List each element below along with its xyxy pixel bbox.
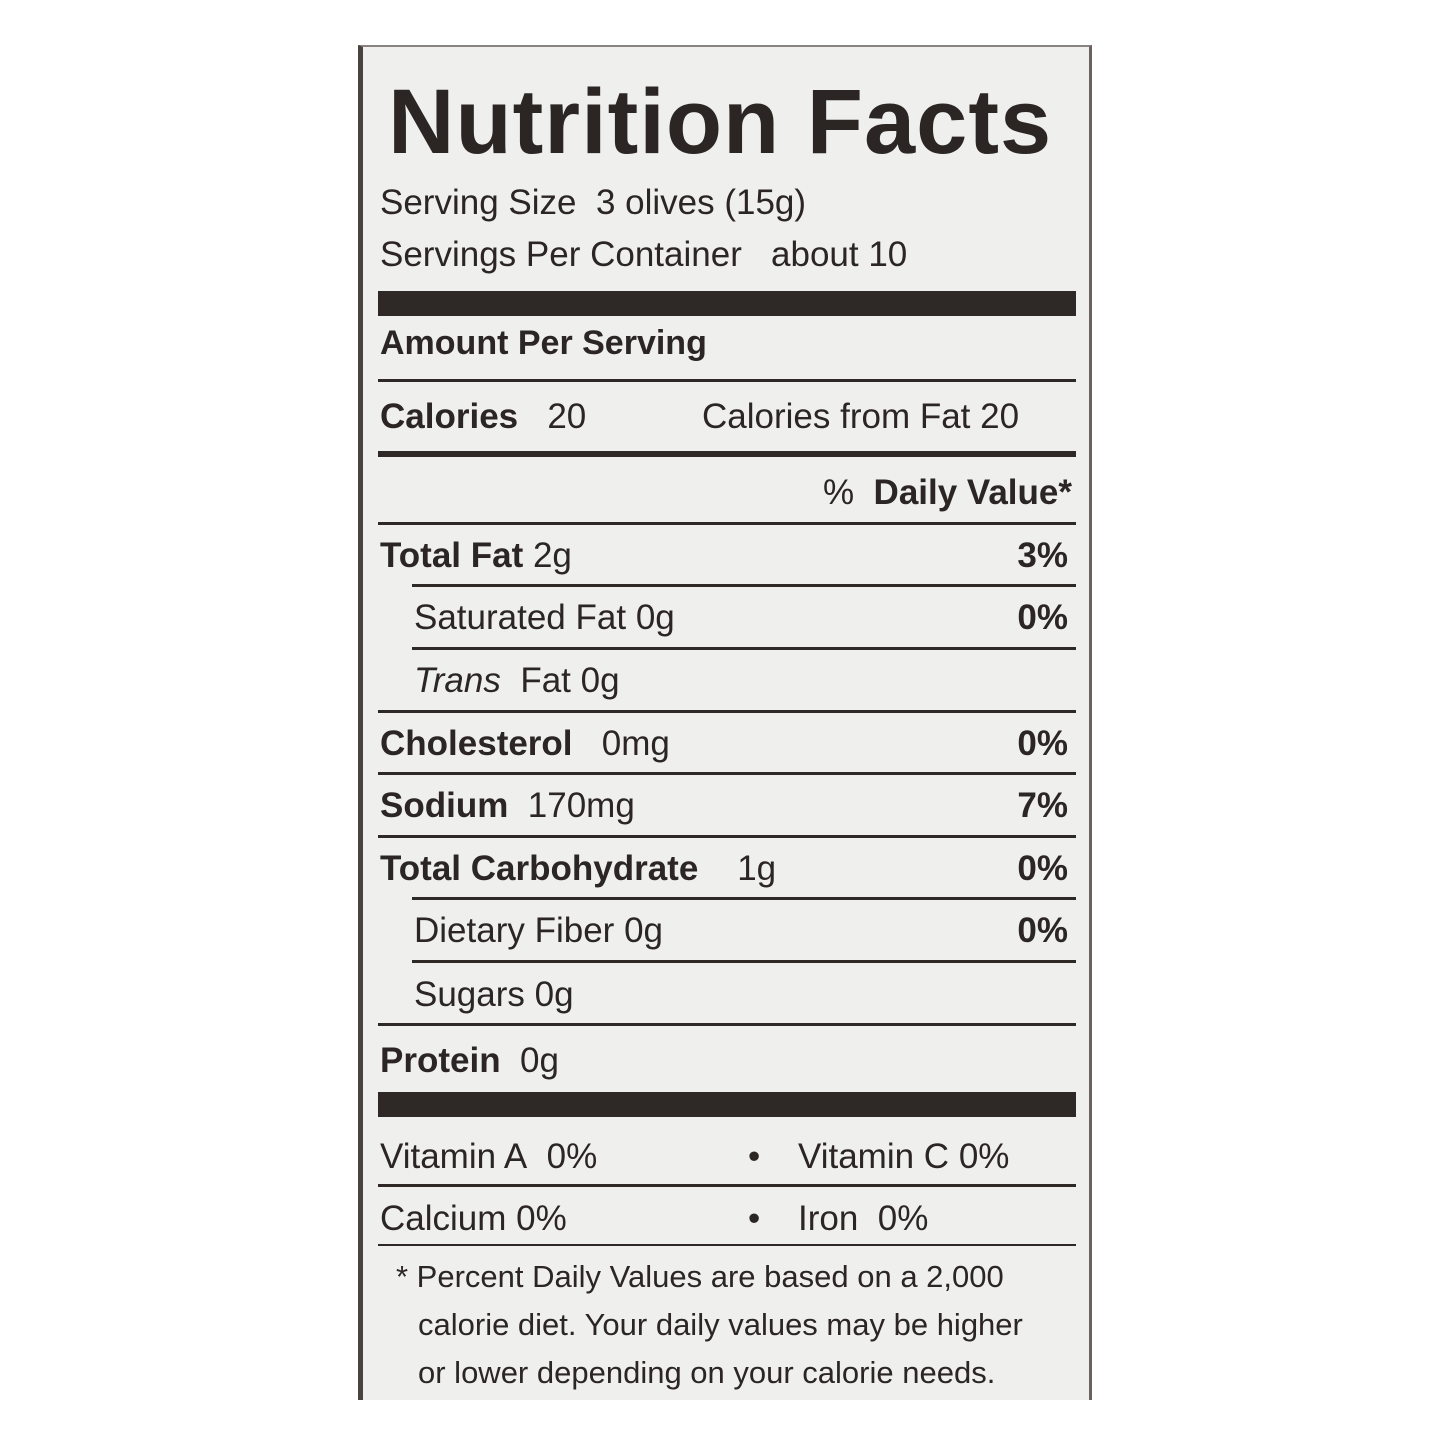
divider [378,1184,1076,1187]
serving-size-label: Serving Size [380,183,577,222]
divider [378,379,1076,382]
nutrient-amount: 0g [635,598,675,637]
nutrient-label: Sodium [380,786,509,825]
calories-row: Calories 20 [380,399,586,434]
servings-label: Servings Per Container [380,235,742,274]
nutrient-label: Protein [380,1041,501,1080]
servings-value: about 10 [771,235,908,274]
label-title: Nutrition Facts [388,71,1053,173]
vitamin-c: Vitamin C 0% [798,1139,1009,1174]
vitamin-value: 0% [877,1199,929,1238]
nutrient-amount: 0g [534,975,574,1014]
nutrient-dv: 3% [1017,536,1068,575]
footnote-line: calorie diet. Your daily values may be h… [418,1307,1023,1342]
divider [378,522,1076,525]
calcium: Calcium 0% [380,1201,567,1236]
nutrient-row-cholesterol: Cholesterol 0mg [380,726,670,761]
nutrient-amount: 170mg [527,786,635,825]
daily-value-header: % Daily Value* [823,475,1072,510]
nutrient-dv: 0% [1017,911,1068,950]
divider [378,1092,1076,1117]
divider [412,960,1076,963]
vitamin-value: 0% [546,1137,598,1176]
calories-label: Calories [380,397,519,436]
nutrient-dv: 0% [1017,724,1068,763]
footnote-line: * Percent Daily Values are based on a 2,… [396,1259,1004,1294]
nutrient-label: Total Carbohydrate [380,849,699,888]
nutrient-label: Total Fat [380,536,524,575]
divider [378,835,1076,838]
bullet: • [748,1199,761,1238]
divider [412,897,1076,900]
nutrient-dv: 0% [1017,598,1068,637]
nutrient-label: Cholesterol [380,724,573,763]
nutrient-row-total-carbohydrate: Total Carbohydrate 1g [380,851,776,886]
vitamin-label: Vitamin A [380,1137,528,1176]
nutrition-label [358,45,1092,1400]
vitamin-a: Vitamin A 0% [380,1139,597,1174]
nutrient-row-dietary-fiber: Dietary Fiber 0g [414,913,663,948]
serving-size-value: 3 olives (15g) [595,183,807,222]
vitamin-value: 0% [958,1137,1010,1176]
iron: Iron 0% [798,1201,928,1236]
vitamin-label: Iron [798,1199,859,1238]
nutrient-label: Fat [520,661,571,700]
vitamin-label: Calcium [380,1199,507,1238]
footnote-line: or lower depending on your calorie needs… [418,1355,996,1390]
divider [378,451,1076,457]
nutrient-amount: 0g [580,661,620,700]
nutrient-amount: 1g [737,849,777,888]
calories-from-fat-value: 20 [980,397,1020,436]
nutrient-label: Dietary Fiber [414,911,615,950]
vitamin-value: 0% [516,1199,567,1238]
divider [378,1244,1076,1246]
divider [378,291,1076,316]
divider [412,647,1076,650]
daily-value-pct: % [822,473,855,512]
nutrient-amount: 0g [624,911,663,950]
nutrient-dv: 0% [1017,849,1068,888]
bullet: • [748,1137,761,1176]
nutrient-row-trans-fat: Trans Fat 0g [414,663,620,698]
nutrient-row-sodium: Sodium 170mg [380,788,635,823]
nutrient-amount: 0mg [601,724,670,763]
vitamin-label: Vitamin C [798,1137,950,1176]
nutrient-dv: 7% [1017,786,1068,825]
divider [412,584,1076,587]
nutrient-amount: 2g [532,536,572,575]
divider [378,710,1076,713]
nutrient-row-sugars: Sugars 0g [414,977,574,1012]
calories-from-fat: Calories from Fat 20 [702,399,1019,434]
daily-value-label: Daily Value* [873,473,1072,512]
serving-size: Serving Size 3 olives (15g) [380,185,806,220]
calories-from-fat-label: Calories from Fat [702,397,971,436]
divider [378,1023,1076,1026]
nutrient-label: Saturated Fat [414,598,627,637]
nutrient-label: Trans [414,661,501,700]
servings-per-container: Servings Per Container about 10 [380,237,907,272]
nutrient-amount: 0g [520,1041,559,1080]
nutrient-row-total-fat: Total Fat 2g [380,538,572,573]
nutrient-label: Sugars [414,975,525,1014]
amount-per-serving: Amount Per Serving [380,324,707,362]
nutrient-row-protein: Protein 0g [380,1043,559,1078]
nutrient-row-saturated-fat: Saturated Fat 0g [414,600,675,635]
calories-value: 20 [547,397,587,436]
divider [378,772,1076,775]
